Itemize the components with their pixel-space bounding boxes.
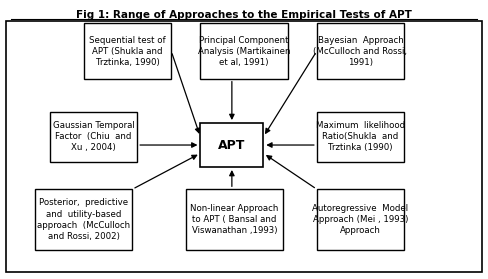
FancyBboxPatch shape [186,189,283,250]
FancyBboxPatch shape [317,189,404,250]
FancyBboxPatch shape [201,123,264,167]
FancyBboxPatch shape [35,189,132,250]
Text: Autoregressive  Model
Approach (Mei , 1993)
Approach: Autoregressive Model Approach (Mei , 199… [312,204,408,235]
Text: Gaussian Temporal
Factor  (Chiu  and
Xu , 2004): Gaussian Temporal Factor (Chiu and Xu , … [53,121,135,152]
Text: Maximum  likelihood
Ratio(Shukla  and
Trztinka (1990): Maximum likelihood Ratio(Shukla and Trzt… [316,121,405,152]
Text: Principal Component
Analysis (Martikainen
et al, 1991): Principal Component Analysis (Martikaine… [198,35,290,67]
Text: Posterior,  predictive
and  utility-based
approach  (McCulloch
and Rossi, 2002): Posterior, predictive and utility-based … [37,198,130,241]
FancyBboxPatch shape [317,23,404,79]
Text: Non-linear Approach
to APT ( Bansal and
Viswanathan ,1993): Non-linear Approach to APT ( Bansal and … [190,204,279,235]
FancyBboxPatch shape [201,23,287,79]
Text: APT: APT [218,139,245,151]
FancyBboxPatch shape [50,112,137,162]
Text: Fig 1: Range of Approaches to the Empirical Tests of APT: Fig 1: Range of Approaches to the Empiri… [76,10,412,20]
Text: Sequential test of
APT (Shukla and
Trztinka, 1990): Sequential test of APT (Shukla and Trzti… [89,35,166,67]
FancyBboxPatch shape [84,23,171,79]
FancyBboxPatch shape [317,112,404,162]
Text: Bayesian  Approach
(McCulloch and Rossi,
1991): Bayesian Approach (McCulloch and Rossi, … [313,35,407,67]
